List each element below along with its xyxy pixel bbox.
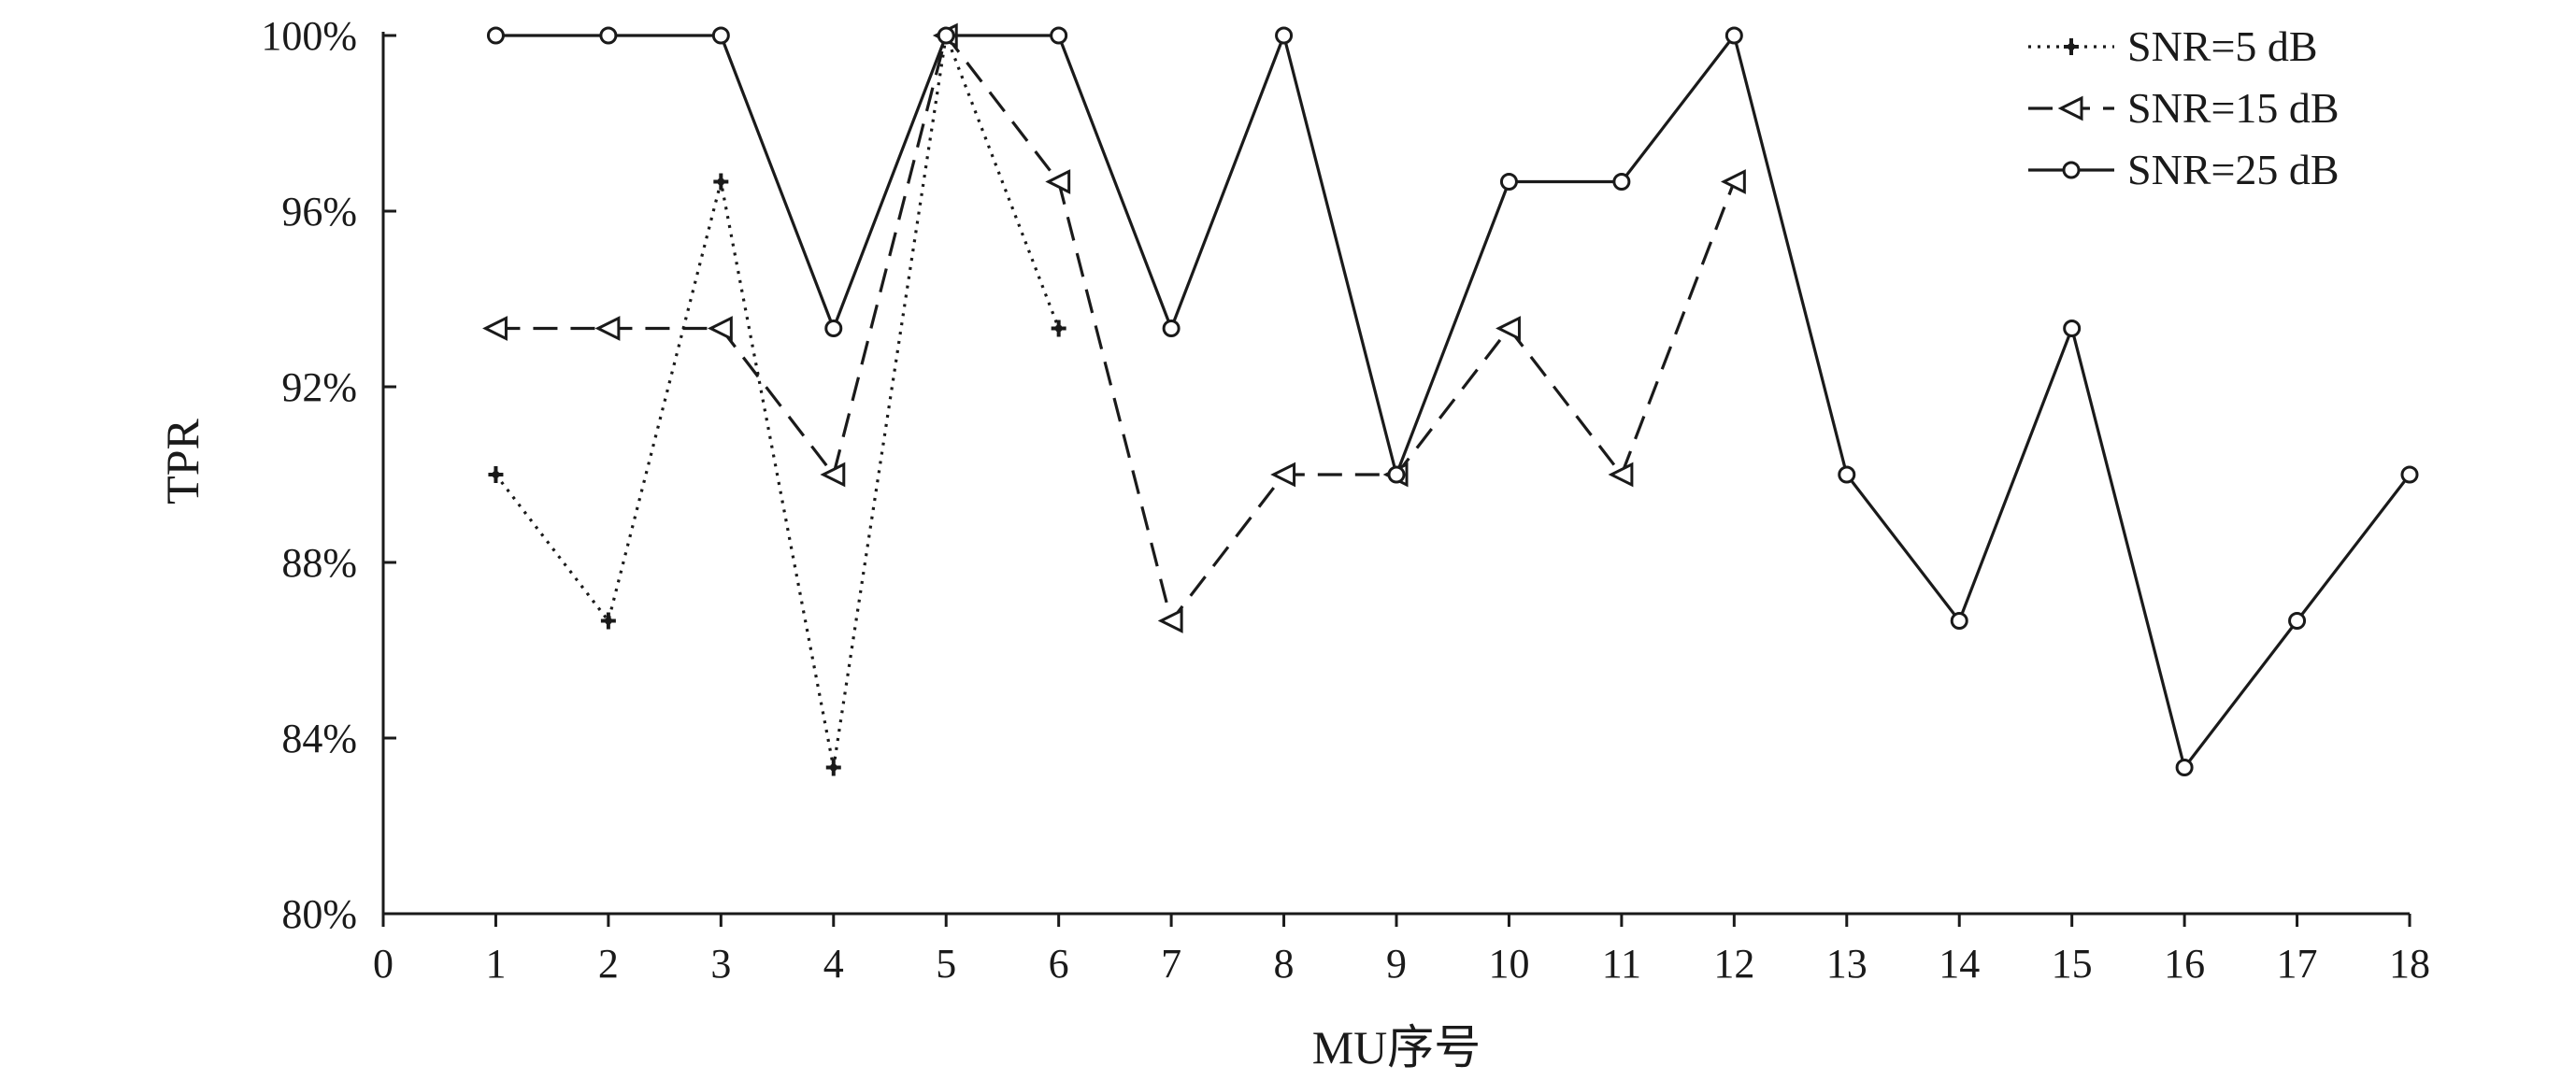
data-point [1157,608,1183,633]
x-tick-label: 0 [373,941,394,987]
y-tick-label: 88% [281,540,357,586]
data-point [1724,26,1743,45]
x-tick-label: 11 [1602,941,1641,987]
legend: SNR=5 dB SNR=15 dB SNR=25 dB [2028,22,2340,193]
data-point [1045,169,1071,194]
x-tick-label: 14 [1939,941,1980,987]
data-point [1608,462,1634,488]
y-tick-label: 100% [261,13,357,59]
x-tick-label: 8 [1274,941,1295,987]
data-point [488,466,504,483]
legend-entry: SNR=5 dB [2028,22,2318,70]
x-tick-label: 2 [598,941,619,987]
legend-marker [2057,95,2083,121]
x-tick-label: 9 [1386,941,1407,987]
legend-label: SNR=5 dB [2127,22,2318,70]
data-point [1050,26,1068,45]
data-point [600,612,616,630]
y-tick-label: 96% [281,189,357,234]
data-point [1496,316,1521,341]
x-tick-label: 12 [1713,941,1754,987]
x-tick-label: 6 [1049,941,1069,987]
data-point [1612,173,1631,192]
data-point [2400,465,2419,484]
legend-entry: SNR=15 dB [2028,84,2340,132]
series-2 [482,22,1746,633]
data-point [486,26,505,45]
series-3 [486,26,2419,776]
x-tick-label: 16 [2164,941,2205,987]
legend-label: SNR=15 dB [2127,84,2340,132]
legend-label: SNR=25 dB [2127,146,2340,193]
x-axis-title: MU序号 [1312,1021,1481,1073]
x-tick-label: 18 [2389,941,2430,987]
data-point [1387,465,1406,484]
y-axis-title: TPR [156,419,208,504]
data-point [1950,612,1968,631]
y-tick-label: 80% [281,891,357,937]
data-point [711,26,730,45]
data-point [2175,758,2194,776]
data-point [820,462,846,488]
data-point [594,316,621,341]
data-point [1051,320,1066,337]
data-point [713,173,729,191]
series-line [495,34,2411,770]
series-layer [482,22,2419,776]
x-tick-label: 7 [1161,941,1181,987]
legend-marker [2064,38,2079,55]
data-point [2063,319,2082,337]
series-line [495,34,1736,623]
data-point [1275,26,1294,45]
x-tick-label: 17 [2277,941,2318,987]
data-point [1499,173,1518,192]
x-tick-label: 15 [2052,941,2093,987]
data-point [937,26,955,45]
y-tick-label: 84% [281,716,357,761]
series-line [494,34,1061,770]
data-point [1720,169,1746,194]
x-tick-label: 13 [1826,941,1868,987]
x-tick-label: 10 [1488,941,1529,987]
data-point [1162,319,1181,337]
data-point [482,316,508,341]
data-point [599,26,618,45]
x-tick-label: 1 [485,941,506,987]
data-point [707,316,733,341]
data-point [1270,462,1296,488]
legend-marker [2062,161,2081,179]
y-tick-label: 92% [281,364,357,410]
axes: 0 1 2 3 4 5 6 7 8 9 10 11 12 13 14 15 16 17 1880%84%88%92%… [261,13,2430,987]
x-tick-label: 5 [936,941,956,987]
data-point [824,319,843,337]
data-point [2288,612,2307,631]
data-point [825,759,841,776]
legend-entry: SNR=25 dB [2028,146,2340,193]
data-point [1838,465,1856,484]
x-tick-label: 3 [710,941,731,987]
x-tick-label: 4 [823,941,844,987]
